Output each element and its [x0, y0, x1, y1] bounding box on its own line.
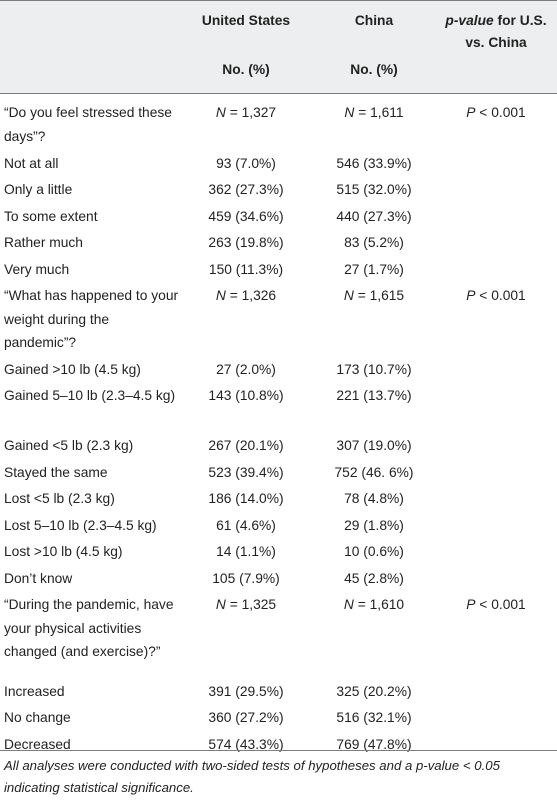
cell-china: 440 (27.3%) — [336, 209, 412, 224]
cell-china: 221 (13.7%) — [336, 388, 412, 403]
cell-united-states: 105 (7.9%) — [212, 571, 280, 586]
top-rule — [0, 0, 557, 1]
row-label: Don’t know — [4, 571, 73, 586]
cell-china: N = 1,611 — [344, 105, 404, 120]
row-label: Increased — [4, 684, 65, 699]
cell-united-states: 93 (7.0%) — [216, 156, 276, 171]
row-label: To some extent — [4, 209, 98, 224]
row-label: Very much — [4, 262, 70, 277]
row-label: Gained <5 lb (2.3 kg) — [4, 438, 134, 453]
cell-china: 516 (32.1%) — [336, 710, 412, 725]
table-header-background — [0, 0, 557, 93]
subheader-china-no-percent: No. (%) — [350, 62, 398, 77]
cell-china: 325 (20.2%) — [336, 684, 412, 699]
row-label: Not at all — [4, 156, 59, 171]
cell-china: 307 (19.0%) — [336, 438, 412, 453]
row-label: Gained >10 lb (4.5 kg) — [4, 362, 141, 377]
row-label: Decreased — [4, 737, 71, 752]
row-label: No change — [4, 710, 71, 725]
cell-p-value: P < 0.001 — [466, 288, 526, 303]
row-label: “Do you feel stressed these days”? — [4, 105, 172, 144]
cell-united-states: 523 (39.4%) — [208, 465, 284, 480]
cell-china: 29 (1.8%) — [344, 518, 404, 533]
cell-china: 173 (10.7%) — [336, 362, 412, 377]
cell-united-states: 143 (10.8%) — [208, 388, 284, 403]
cell-united-states: 574 (43.3%) — [208, 737, 284, 752]
cell-p-value: P < 0.001 — [466, 597, 526, 612]
cell-united-states: 61 (4.6%) — [216, 518, 276, 533]
cell-united-states: 150 (11.3%) — [208, 262, 284, 277]
subheader-us-no-percent: No. (%) — [222, 62, 270, 77]
row-label: Only a little — [4, 182, 73, 197]
row-label: Lost <5 lb (2.3 kg) — [4, 491, 115, 506]
cell-china: 752 (46. 6%) — [334, 465, 414, 480]
cell-united-states: 360 (27.2%) — [208, 710, 284, 725]
cell-united-states: 267 (20.1%) — [208, 438, 284, 453]
cell-china: N = 1,610 — [343, 597, 405, 612]
cell-china: 78 (4.8%) — [344, 491, 404, 506]
table-footnote: All analyses were conducted with two-sid… — [4, 758, 500, 795]
bottom-rule — [0, 750, 557, 751]
row-label: Rather much — [4, 235, 83, 250]
cell-united-states: 391 (29.5%) — [208, 684, 284, 699]
header-p-value-text: p-value for U.S. vs. China — [445, 13, 547, 50]
row-label: Gained 5–10 lb (2.3–4.5 kg) — [4, 388, 176, 403]
cell-china: 546 (33.9%) — [336, 156, 412, 171]
cell-united-states: 459 (34.6%) — [208, 209, 284, 224]
row-label: Lost 5–10 lb (2.3–4.5 kg) — [4, 518, 157, 533]
cell-united-states: 14 (1.1%) — [216, 544, 276, 559]
cell-china: 10 (0.6%) — [344, 544, 404, 559]
row-label: “During the pandemic, have your physical… — [4, 597, 174, 659]
cell-china: 27 (1.7%) — [344, 262, 404, 277]
header-rule — [0, 93, 557, 94]
header-china: China — [354, 13, 394, 28]
cell-united-states: N = 1,327 — [215, 105, 277, 120]
cell-china: 45 (2.8%) — [344, 571, 404, 586]
cell-p-value: P < 0.001 — [466, 105, 526, 120]
cell-united-states: 263 (19.8%) — [208, 235, 284, 250]
header-united-states: United States — [201, 13, 291, 28]
row-label: Stayed the same — [4, 465, 108, 480]
cell-china: 769 (47.8%) — [336, 737, 412, 752]
cell-united-states: 362 (27.3%) — [208, 182, 284, 197]
row-label: Lost >10 lb (4.5 kg) — [4, 544, 123, 559]
cell-china: N = 1,615 — [343, 288, 405, 303]
cell-united-states: N = 1,325 — [215, 597, 277, 612]
cell-united-states: 186 (14.0%) — [208, 491, 284, 506]
cell-united-states: 27 (2.0%) — [216, 362, 276, 377]
header-p-value: p-value for U.S. vs. China — [438, 10, 554, 54]
cell-united-states: N = 1,326 — [215, 288, 277, 303]
row-label: “What has happened to your weight during… — [4, 288, 179, 350]
cell-china: 83 (5.2%) — [344, 235, 404, 250]
cell-china: 515 (32.0%) — [336, 182, 412, 197]
